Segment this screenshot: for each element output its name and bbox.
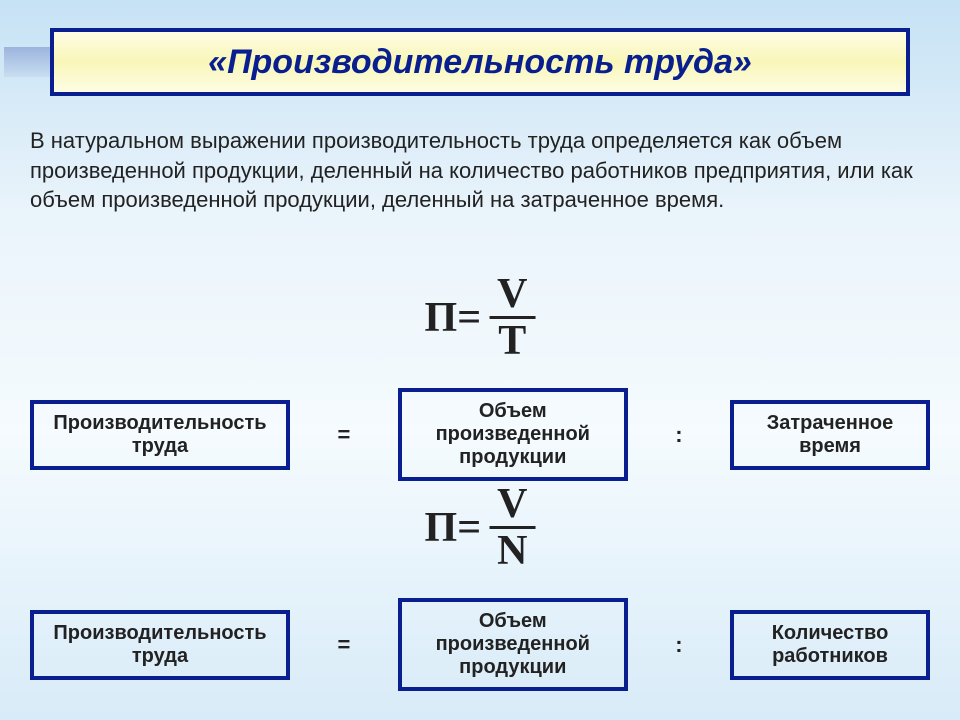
box-volume: Объем произведенной продукции [398, 598, 628, 691]
equals-sign: = [331, 632, 356, 658]
box-workers: Количество работников [730, 610, 930, 680]
description-paragraph: В натуральном выражении производительнос… [30, 126, 930, 215]
page-title: «Производительность труда» [208, 43, 752, 82]
box-productivity: Производительность труда [30, 610, 290, 680]
box-time: Затраченное время [730, 400, 930, 470]
box-productivity: Производительность труда [30, 400, 290, 470]
numerator: V [489, 272, 535, 319]
fraction: V N [489, 482, 535, 573]
formula-vn: П= V N [425, 482, 536, 573]
numerator: V [489, 482, 535, 529]
title-banner: «Производительность труда» [50, 28, 910, 96]
box-volume: Объем произведенной продукции [398, 388, 628, 481]
formula-lhs: П= [425, 504, 482, 552]
denominator: N [489, 529, 535, 573]
definition-row-2: Производительность труда = Объем произве… [30, 598, 930, 691]
formula-vt: П= V T [425, 272, 536, 363]
divide-sign: : [669, 632, 688, 658]
denominator: T [490, 319, 534, 363]
fraction: V T [489, 272, 535, 363]
formula-lhs: П= [425, 294, 482, 342]
divide-sign: : [669, 422, 688, 448]
definition-row-1: Производительность труда = Объем произве… [30, 388, 930, 481]
equals-sign: = [331, 422, 356, 448]
